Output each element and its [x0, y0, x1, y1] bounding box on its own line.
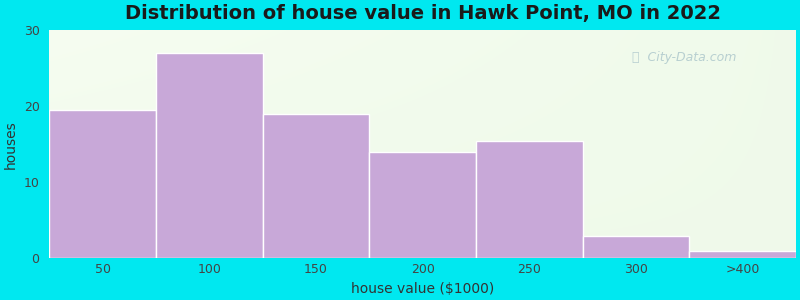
- Y-axis label: houses: houses: [4, 120, 18, 169]
- Text: ⓘ  City-Data.com: ⓘ City-Data.com: [632, 51, 736, 64]
- X-axis label: house value ($1000): house value ($1000): [351, 282, 494, 296]
- Bar: [582, 236, 689, 258]
- Bar: [476, 140, 582, 258]
- Title: Distribution of house value in Hawk Point, MO in 2022: Distribution of house value in Hawk Poin…: [125, 4, 721, 23]
- Bar: [370, 152, 476, 258]
- Bar: [50, 110, 156, 258]
- Bar: [262, 114, 370, 258]
- Bar: [689, 251, 796, 258]
- Bar: [156, 53, 262, 258]
